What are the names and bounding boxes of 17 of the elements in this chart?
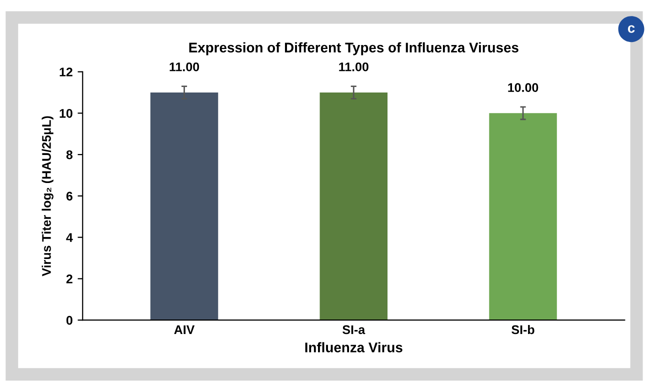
y-tick-label: 2 [66, 274, 72, 284]
x-tick-label: SI-b [512, 324, 534, 334]
chart-title: Expression of Different Types of Influenza Viruses [189, 42, 518, 56]
x-tick-label: SI-a [342, 325, 366, 334]
x-tick-label: AIV [174, 325, 195, 334]
y-tick-label: 10 [60, 108, 72, 118]
y-tick-label: 8 [66, 150, 73, 160]
data-label: 11.00 [339, 62, 368, 72]
y-axis-title: Virus Titer log₂ (HAU/25μL) [42, 116, 54, 276]
text: c [628, 25, 635, 33]
data-label: 10.00 [508, 83, 538, 92]
y-tick-label: 4 [66, 233, 73, 242]
y-tick-label: 12 [60, 68, 72, 76]
y-tick-label: 0 [66, 316, 72, 325]
x-axis-title: Influenza Virus [305, 342, 402, 352]
data-label: 11.00 [170, 62, 200, 72]
y-tick-label: 6 [66, 192, 72, 201]
